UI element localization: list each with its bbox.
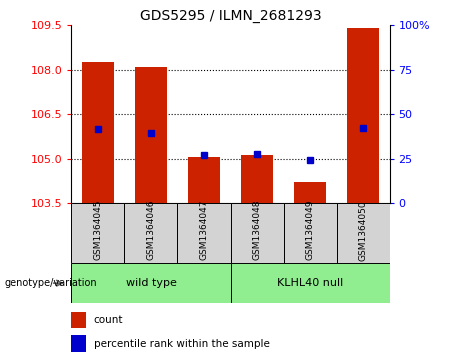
Text: GSM1364047: GSM1364047 [200, 200, 208, 261]
Text: GSM1364050: GSM1364050 [359, 200, 367, 261]
Bar [188, 157, 220, 203]
Text: GDS5295 / ILMN_2681293: GDS5295 / ILMN_2681293 [140, 9, 321, 23]
Bar [135, 67, 167, 203]
Text: GSM1364046: GSM1364046 [147, 200, 155, 261]
Bar [82, 62, 114, 203]
Bar [337, 203, 390, 263]
Bar [71, 263, 230, 303]
Text: count: count [94, 315, 123, 325]
Bar [177, 203, 230, 263]
Text: GSM1364048: GSM1364048 [253, 200, 261, 261]
Bar [230, 263, 390, 303]
Bar [124, 203, 177, 263]
Text: GSM1364049: GSM1364049 [306, 200, 314, 261]
Text: KLHL40 null: KLHL40 null [277, 278, 343, 288]
Bar [294, 182, 326, 203]
Bar [230, 203, 284, 263]
Text: GSM1364045: GSM1364045 [94, 200, 102, 261]
Text: percentile rank within the sample: percentile rank within the sample [94, 339, 270, 349]
Bar [71, 312, 86, 329]
Bar [71, 203, 124, 263]
Bar [71, 335, 86, 352]
Bar [241, 155, 273, 203]
Bar [347, 28, 379, 203]
Bar [284, 203, 337, 263]
Text: genotype/variation: genotype/variation [5, 278, 97, 288]
Text: wild type: wild type [125, 278, 177, 288]
